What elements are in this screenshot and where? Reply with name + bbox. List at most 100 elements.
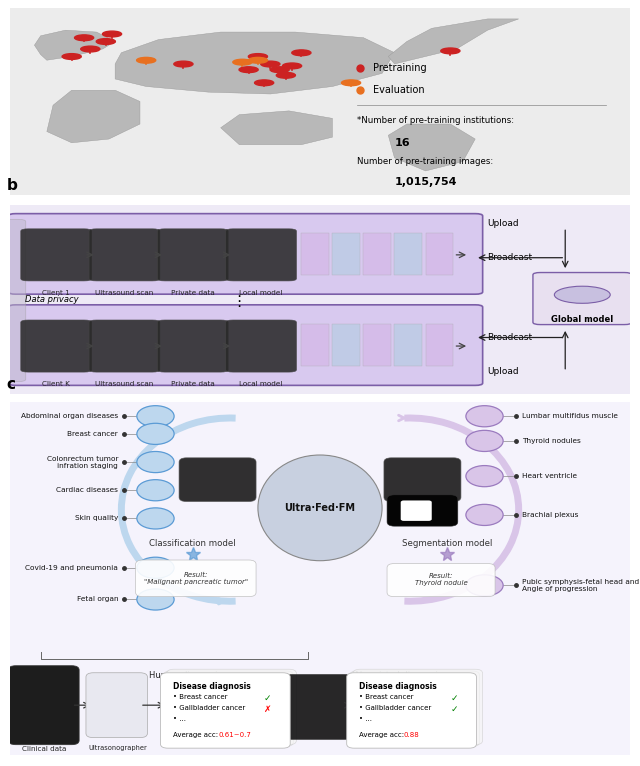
FancyBboxPatch shape	[8, 214, 483, 294]
Text: Lumbar multifidus muscle: Lumbar multifidus muscle	[522, 413, 618, 419]
FancyBboxPatch shape	[387, 564, 495, 597]
Polygon shape	[388, 124, 475, 171]
Circle shape	[466, 406, 503, 427]
Polygon shape	[47, 90, 140, 142]
Text: Breast cancer: Breast cancer	[67, 430, 118, 437]
Circle shape	[137, 451, 174, 473]
FancyBboxPatch shape	[285, 675, 352, 739]
Text: Data privacy: Data privacy	[25, 295, 79, 304]
FancyBboxPatch shape	[350, 671, 479, 746]
Bar	[394, 233, 422, 275]
Text: *Number of pre-training institutions:: *Number of pre-training institutions:	[357, 116, 515, 125]
Text: • Breast cancer: • Breast cancer	[359, 694, 413, 700]
Text: Result:
Thyroid nodule: Result: Thyroid nodule	[415, 573, 467, 586]
Text: Segmentation model: Segmentation model	[402, 538, 492, 548]
Text: Brachial plexus: Brachial plexus	[522, 512, 578, 518]
Circle shape	[96, 38, 115, 44]
FancyBboxPatch shape	[347, 673, 476, 748]
Circle shape	[137, 424, 174, 444]
Text: Cardiac diseases: Cardiac diseases	[56, 487, 118, 493]
FancyBboxPatch shape	[89, 320, 160, 372]
Polygon shape	[388, 19, 518, 64]
FancyBboxPatch shape	[161, 673, 290, 748]
Circle shape	[342, 80, 360, 86]
Text: 1,015,754: 1,015,754	[394, 177, 457, 187]
Text: Disease diagnosis: Disease diagnosis	[359, 683, 437, 691]
FancyBboxPatch shape	[384, 458, 461, 502]
FancyBboxPatch shape	[533, 273, 632, 325]
Text: b: b	[6, 178, 17, 193]
FancyBboxPatch shape	[179, 458, 256, 502]
Circle shape	[174, 61, 193, 67]
Bar	[426, 233, 454, 275]
Text: Ultrasound scan: Ultrasound scan	[95, 381, 154, 387]
Text: Broadcast: Broadcast	[488, 333, 532, 342]
Bar	[332, 233, 360, 275]
Circle shape	[81, 46, 100, 52]
Text: • ...: • ...	[359, 716, 372, 722]
FancyBboxPatch shape	[2, 202, 638, 397]
FancyBboxPatch shape	[3, 219, 26, 381]
FancyBboxPatch shape	[20, 320, 92, 372]
Circle shape	[292, 50, 311, 56]
Circle shape	[255, 80, 274, 86]
Text: Human diagnosis: Human diagnosis	[149, 671, 222, 679]
Text: Pubic symphysis-fetal head and
Angle of progression: Pubic symphysis-fetal head and Angle of …	[522, 579, 639, 592]
Polygon shape	[115, 32, 394, 94]
Bar	[301, 233, 330, 275]
FancyBboxPatch shape	[401, 500, 432, 521]
Text: Ultrasound scan: Ultrasound scan	[95, 290, 154, 296]
Text: • ...: • ...	[173, 716, 186, 722]
Text: Result:
"Malignant pancreatic tumor": Result: "Malignant pancreatic tumor"	[144, 571, 248, 585]
FancyBboxPatch shape	[2, 398, 638, 759]
Text: Skin quality: Skin quality	[75, 516, 118, 522]
Circle shape	[466, 574, 503, 596]
Text: ✓: ✓	[451, 705, 458, 714]
Bar	[426, 324, 454, 366]
Circle shape	[137, 589, 174, 610]
Circle shape	[74, 35, 93, 41]
FancyBboxPatch shape	[157, 320, 228, 372]
FancyBboxPatch shape	[8, 305, 483, 385]
Text: Clinical data: Clinical data	[22, 746, 66, 751]
Text: Average acc:: Average acc:	[359, 732, 406, 738]
Text: Ultrasonographer: Ultrasonographer	[89, 745, 148, 751]
Text: Client K: Client K	[42, 381, 70, 387]
Circle shape	[282, 63, 301, 69]
Text: Disease diagnosis: Disease diagnosis	[173, 683, 251, 691]
Circle shape	[62, 54, 81, 60]
Circle shape	[137, 508, 174, 529]
Polygon shape	[221, 111, 332, 145]
FancyBboxPatch shape	[89, 229, 160, 281]
Text: 16: 16	[394, 138, 410, 148]
FancyBboxPatch shape	[166, 669, 296, 745]
FancyBboxPatch shape	[136, 560, 256, 597]
Text: AI-assisted diagnosis: AI-assisted diagnosis	[354, 671, 442, 679]
Text: Ultra·Fed·FM: Ultra·Fed·FM	[285, 502, 355, 513]
Circle shape	[466, 466, 503, 486]
Circle shape	[233, 59, 252, 65]
Circle shape	[260, 61, 280, 67]
Text: Private data: Private data	[171, 290, 214, 296]
Text: Upload: Upload	[488, 367, 519, 376]
Text: Broadcast: Broadcast	[488, 254, 532, 262]
FancyBboxPatch shape	[2, 5, 638, 198]
Bar	[364, 233, 392, 275]
Text: • Gallbladder cancer: • Gallbladder cancer	[359, 705, 431, 711]
Text: Fetal organ: Fetal organ	[77, 597, 118, 603]
Text: Number of pre-training images:: Number of pre-training images:	[357, 157, 493, 166]
Text: Thyroid nodules: Thyroid nodules	[522, 438, 580, 444]
Text: Local model: Local model	[239, 290, 283, 296]
Bar	[394, 324, 422, 366]
Text: c: c	[6, 377, 15, 391]
Circle shape	[248, 57, 268, 63]
Text: Evaluation: Evaluation	[372, 85, 424, 95]
Text: 0.61~0.7: 0.61~0.7	[219, 732, 252, 738]
Text: Client 1: Client 1	[42, 290, 70, 296]
Text: Classification model: Classification model	[149, 538, 236, 548]
Text: ✓: ✓	[264, 694, 271, 703]
Circle shape	[136, 57, 156, 63]
FancyBboxPatch shape	[8, 666, 79, 745]
Circle shape	[276, 73, 296, 78]
Text: Colonrectum tumor
infration staging: Colonrectum tumor infration staging	[47, 456, 118, 469]
